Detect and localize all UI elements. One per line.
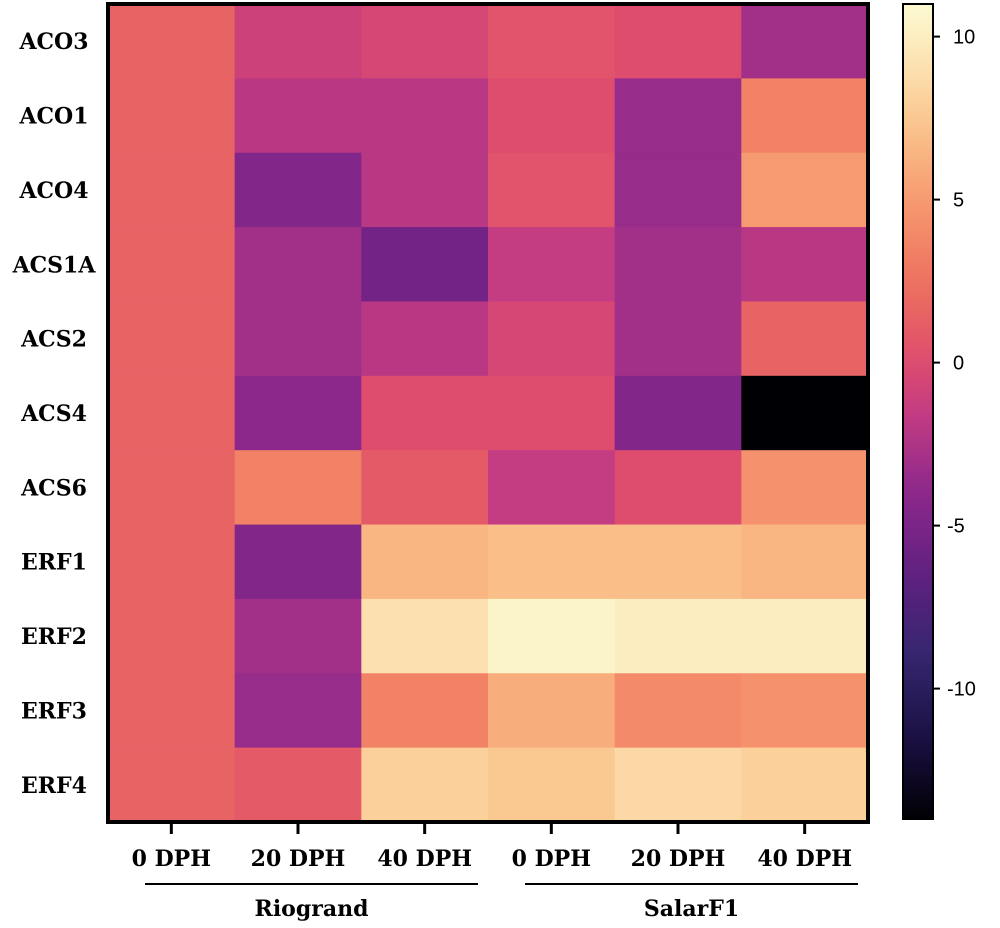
heatmap-cell: [361, 152, 489, 228]
heatmap-cell: [361, 747, 489, 823]
heatmap-cell: [234, 78, 362, 154]
heatmap-cell: [614, 524, 742, 600]
heatmap-cells: [108, 4, 869, 823]
heatmap-cell: [361, 301, 489, 377]
heatmap-cell: [361, 4, 489, 79]
heatmap-cell: [488, 747, 616, 823]
heatmap-cell: [741, 301, 869, 377]
heatmap-cell: [234, 524, 362, 600]
heatmap-cell: [361, 227, 489, 303]
group-label: SalarF1: [644, 896, 739, 922]
heatmap-cell: [488, 524, 616, 600]
colorbar-tick-label: 5: [953, 190, 964, 212]
heatmap-cell: [741, 524, 869, 600]
column-label: 40 DPH: [377, 846, 472, 872]
heatmap-cell: [614, 450, 742, 526]
heatmap-cell: [488, 152, 616, 228]
heatmap-cell: [234, 227, 362, 303]
heatmap-cell: [108, 152, 236, 228]
row-label: ERF3: [21, 699, 87, 725]
heatmap-cell: [234, 4, 362, 79]
column-labels: 0 DPH 20 DPH 40 DPH 0 DPH 20 DPH 40 DPH: [132, 822, 852, 872]
heatmap-cell: [234, 152, 362, 228]
column-label: 0 DPH: [132, 846, 211, 872]
heatmap-cell: [234, 747, 362, 823]
heatmap-cell: [614, 598, 742, 674]
heatmap-cell: [741, 78, 869, 154]
heatmap-cell: [614, 227, 742, 303]
colorbar: 10 5 0 -5 -10: [902, 3, 976, 820]
heatmap-cell: [741, 4, 869, 79]
column-label: 0 DPH: [512, 846, 591, 872]
group-label: Riogrand: [255, 896, 369, 922]
heatmap-cell: [234, 450, 362, 526]
column-label: 20 DPH: [631, 846, 726, 872]
heatmap-cell: [108, 78, 236, 154]
heatmap-cell: [361, 524, 489, 600]
group-labels: Riogrand SalarF1: [145, 883, 858, 922]
heatmap-cell: [741, 747, 869, 823]
heatmap-cell: [488, 78, 616, 154]
heatmap-cell: [108, 227, 236, 303]
heatmap-cell: [108, 301, 236, 377]
heatmap-cell: [741, 450, 869, 526]
heatmap-cell: [488, 450, 616, 526]
heatmap-cell: [234, 598, 362, 674]
heatmap-cell: [361, 598, 489, 674]
heatmap-cell: [741, 673, 869, 749]
colorbar-tick-label: -5: [947, 516, 965, 538]
row-label: ACS2: [20, 327, 87, 353]
heatmap-cell: [234, 673, 362, 749]
heatmap-cell: [741, 227, 869, 303]
heatmap-cell: [488, 598, 616, 674]
heatmap-cell: [614, 4, 742, 79]
heatmap-cell: [488, 673, 616, 749]
row-label: ACS6: [20, 475, 87, 501]
plot-frame: [106, 2, 870, 824]
heatmap-cell: [108, 4, 236, 79]
heatmap-cell: [488, 301, 616, 377]
heatmap-cell: [108, 747, 236, 823]
heatmap-cell: [488, 375, 616, 451]
colorbar-tick-label: -10: [947, 679, 976, 701]
heatmap-cell: [361, 673, 489, 749]
row-labels: ACO3 ACO1 ACO4 ACS1A ACS2 ACS4 ACS6 ERF1 ERF2 ERF…: [12, 29, 97, 799]
heatmap-cell: [108, 673, 236, 749]
row-label: ERF1: [21, 550, 87, 576]
heatmap-cell: [361, 450, 489, 526]
row-label: ERF4: [21, 773, 87, 799]
row-label: ACO3: [18, 29, 88, 55]
row-label: ACS4: [20, 401, 87, 427]
heatmap-cell: [741, 375, 869, 451]
heatmap-cell: [234, 375, 362, 451]
heatmap-cell: [488, 227, 616, 303]
column-label: 40 DPH: [757, 846, 852, 872]
heatmap-cell: [614, 152, 742, 228]
heatmap-cell: [741, 152, 869, 228]
heatmap-cell: [614, 78, 742, 154]
row-label: ERF2: [21, 624, 87, 650]
heatmap-cell: [741, 598, 869, 674]
heatmap-cell: [614, 375, 742, 451]
heatmap-cell: [488, 4, 616, 79]
heatmap-cell: [234, 301, 362, 377]
heatmap-cell: [108, 375, 236, 451]
row-label: ACS1A: [12, 252, 97, 278]
heatmap-cell: [108, 598, 236, 674]
colorbar-tick-label: 0: [953, 353, 964, 375]
heatmap-cell: [361, 78, 489, 154]
heatmap-cell: [108, 450, 236, 526]
colorbar-gradient: [902, 3, 934, 820]
column-label: 20 DPH: [251, 846, 346, 872]
row-label: ACO4: [18, 178, 88, 204]
heatmap-cell: [614, 301, 742, 377]
heatmap-cell: [614, 673, 742, 749]
heatmap-cell: [361, 375, 489, 451]
colorbar-tick-label: 10: [953, 27, 975, 49]
heatmap-cell: [108, 524, 236, 600]
row-label: ACO1: [18, 104, 88, 130]
heatmap-cell: [614, 747, 742, 823]
